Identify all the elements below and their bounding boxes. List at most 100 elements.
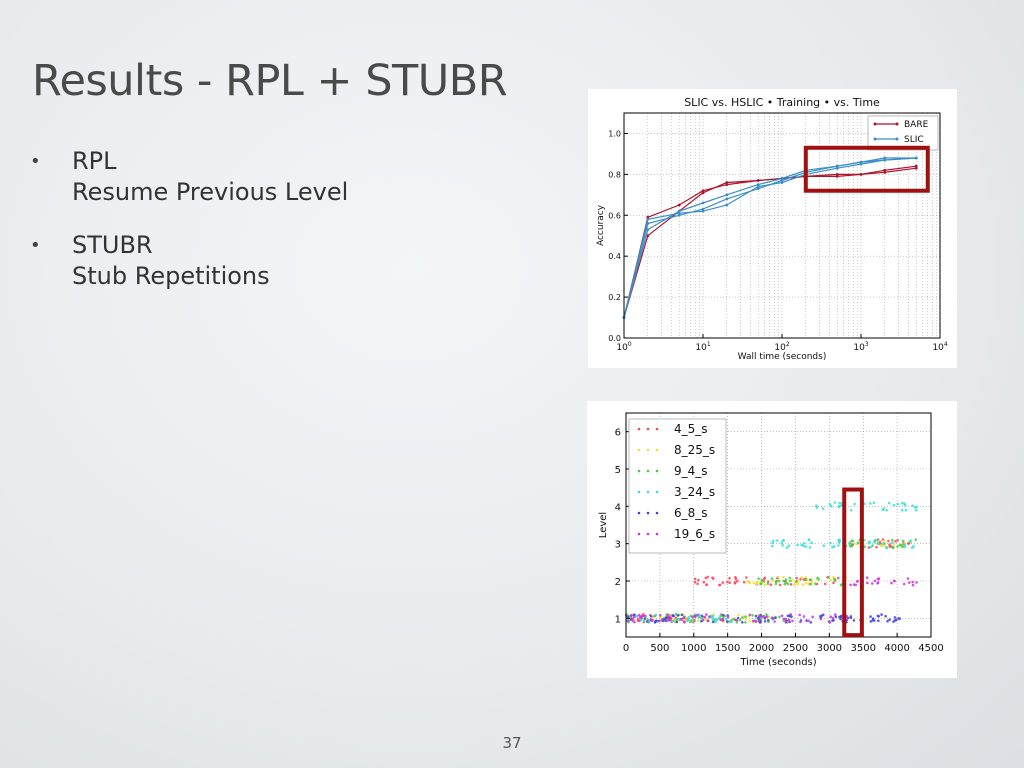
scatter-point — [637, 613, 641, 617]
bullet-marker: • — [30, 151, 41, 172]
scatter-point — [711, 620, 715, 624]
scatter-point — [682, 616, 686, 619]
data-point — [835, 175, 839, 178]
scatter-point — [726, 620, 729, 623]
scatter-point — [804, 582, 808, 585]
scatter-point — [887, 501, 891, 505]
y-tick-label: 0.6 — [608, 211, 621, 220]
bullet-marker: • — [30, 235, 41, 256]
scatter-point — [632, 615, 636, 619]
scatter-point — [789, 583, 793, 586]
scatter-point — [734, 576, 737, 579]
scatter-point — [879, 544, 882, 547]
scatter-point — [698, 613, 701, 617]
scatter-point — [659, 616, 662, 619]
scatter-point — [891, 546, 895, 549]
y-tick-label: 4 — [615, 502, 621, 513]
legend-marker — [646, 532, 650, 536]
scatter-point — [887, 539, 890, 543]
page-number: 37 — [502, 734, 522, 752]
scatter-point — [851, 539, 855, 543]
scatter-point — [811, 615, 814, 619]
scatter-point — [754, 614, 758, 618]
scatter-point — [758, 615, 761, 618]
scatter-point — [833, 501, 837, 504]
scatter-point — [744, 617, 747, 621]
scatter-point — [809, 621, 813, 624]
legend-box — [628, 418, 727, 554]
scatter-point — [774, 616, 777, 620]
scatter-point — [797, 579, 800, 582]
scatter-point — [687, 615, 691, 619]
scatter-point — [840, 504, 843, 507]
legend-marker — [637, 511, 641, 515]
scatter-point — [890, 581, 893, 585]
scatter-point — [873, 579, 877, 583]
y-axis-label: Level — [598, 512, 609, 538]
scatter-point — [788, 576, 791, 580]
scatter-point — [722, 613, 725, 617]
scatter-point — [845, 615, 849, 618]
data-point — [646, 228, 650, 231]
legend-marker — [873, 122, 877, 126]
legend-marker — [646, 490, 650, 494]
scatter-point — [711, 615, 714, 619]
data-point — [859, 160, 863, 164]
scatter-point — [906, 542, 910, 545]
y-tick-label: 6 — [615, 428, 621, 439]
data-point — [756, 183, 760, 186]
data-point — [914, 164, 918, 168]
x-tick-label: 2000 — [749, 643, 774, 654]
scatter-point — [773, 620, 776, 623]
scatter-point — [757, 620, 760, 623]
highlight-box — [803, 145, 930, 193]
scatter-point — [752, 619, 755, 623]
legend-box — [867, 115, 939, 151]
scatter-point — [629, 614, 633, 617]
scatter-point — [893, 579, 896, 583]
scatter-point — [892, 503, 896, 507]
scatter-point — [856, 579, 859, 583]
scatter-point — [686, 619, 689, 623]
scatter-point — [736, 616, 740, 620]
scatter-point — [838, 505, 841, 508]
scatter-point — [679, 617, 683, 621]
scatter-point — [848, 542, 851, 546]
scatter-point — [730, 620, 733, 624]
data-point — [835, 172, 839, 176]
x-axis-label: Wall time (seconds) — [738, 352, 827, 362]
scatter-point — [665, 619, 668, 623]
scatter-point — [643, 614, 646, 618]
scatter-point — [745, 576, 748, 579]
scatter-point — [777, 579, 781, 583]
x-axis-label: Time (seconds) — [739, 657, 816, 668]
scatter-point — [796, 543, 799, 547]
legend-marker — [637, 532, 641, 536]
legend-label: SLIC — [904, 135, 924, 145]
scatter-point — [806, 578, 809, 581]
scatter-point — [741, 621, 744, 624]
data-point — [725, 183, 729, 186]
scatter-point — [914, 509, 918, 512]
scatter-point — [754, 619, 758, 623]
scatter-point — [838, 541, 841, 544]
scatter-point — [659, 614, 662, 617]
scatter-point — [883, 539, 886, 542]
scatter-point — [704, 576, 708, 580]
legend-marker — [873, 137, 877, 141]
scatter-point — [821, 507, 825, 510]
legend-label: BARE — [904, 120, 929, 130]
scatter-point — [884, 614, 887, 618]
scatter-point — [890, 541, 894, 545]
scatter-point — [802, 615, 806, 618]
legend-label: 4_5_s — [674, 422, 708, 436]
scatter-point — [641, 614, 644, 618]
scatter-point — [807, 538, 811, 541]
data-point — [859, 162, 863, 166]
bullet-stubr: • STUBR Stub Repetitions — [30, 230, 348, 292]
scatter-point — [680, 613, 684, 616]
scatter-point — [889, 545, 893, 548]
legend-marker — [646, 427, 650, 431]
legend-marker — [895, 137, 899, 141]
